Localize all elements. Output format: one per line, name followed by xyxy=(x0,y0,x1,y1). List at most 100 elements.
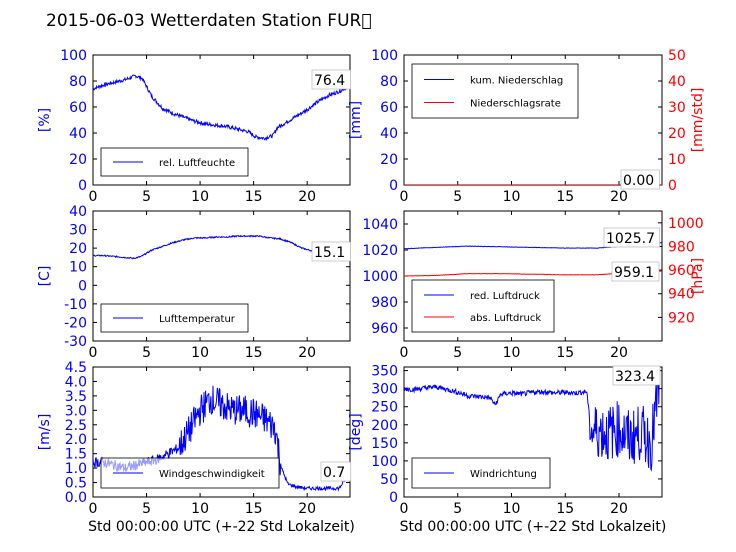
y-tick-label: 40 xyxy=(69,126,87,142)
series-line-1 xyxy=(93,234,346,260)
y-tick-label: 40 xyxy=(380,126,398,142)
value-annotation-box xyxy=(620,169,660,190)
x-tick-label: 5 xyxy=(142,189,151,205)
y-tick-right-label: 40 xyxy=(668,74,686,90)
panel-humidity: 0 5 10 15 20 0 20 40 60 80 100 [%] rel. Luftfeuchte 7… xyxy=(37,48,351,205)
y-tick-label: 200 xyxy=(371,418,398,434)
y-tick-label: 100 xyxy=(371,48,398,64)
y-tick-label: 1.0 xyxy=(65,461,87,477)
y-tick-label: 30 xyxy=(69,223,87,239)
panel-precipitation: 0 5 10 15 20 0 20 40 60 80 100 0 10 20 30 40 50 [mm] [mm/s… xyxy=(348,48,706,205)
value-annotation: 323.4 xyxy=(615,369,655,385)
value-annotation-box xyxy=(320,461,352,482)
y-tick-label: 80 xyxy=(380,74,398,90)
y-tick-label: 100 xyxy=(371,454,398,470)
legend-label: Windrichtung xyxy=(470,469,537,480)
x-tick-label: 0 xyxy=(400,501,409,517)
y-tick-right-label: 960 xyxy=(668,263,695,279)
x-tick-label: 10 xyxy=(503,345,521,361)
y-tick-label: 10 xyxy=(69,260,87,276)
series-group xyxy=(93,234,346,260)
y-tick-label: 100 xyxy=(60,48,87,64)
y-tick-label: 2.0 xyxy=(65,432,87,448)
y-axis-label: [deg] xyxy=(348,413,364,450)
legend-box xyxy=(411,63,579,119)
x-tick-label: 0 xyxy=(89,501,98,517)
x-tick-label: 0 xyxy=(400,345,409,361)
x-tick-label: 20 xyxy=(610,189,628,205)
legend-label: Windgeschwindigkeit xyxy=(159,469,265,480)
value-annotation: 959.1 xyxy=(614,265,654,281)
y-tick-label: 0 xyxy=(389,490,398,506)
panel-temperature: 0 5 10 15 20 -30 -20 -10 0 10 20 30 40 [C] Lufttempera… xyxy=(37,204,351,361)
x-tick-label: 10 xyxy=(191,189,209,205)
y-tick-label: 20 xyxy=(69,152,87,168)
y-tick-label: 3.0 xyxy=(65,403,87,419)
value-annotation-box xyxy=(311,241,351,262)
y-axis-label: [m/s] xyxy=(37,414,53,451)
x-tick-label: 5 xyxy=(453,501,462,517)
y-tick-right-label: 20 xyxy=(668,126,686,142)
series-line-1 xyxy=(404,370,660,472)
series-line-1 xyxy=(93,74,349,142)
y-tick-label: 4.5 xyxy=(65,360,87,376)
y-tick-label: 1020 xyxy=(362,243,398,259)
y-tick-label: 3.5 xyxy=(65,389,87,405)
x-tick-label: 5 xyxy=(142,501,151,517)
figure-title: 2015-06-03 Wetterdaten Station FUR  xyxy=(46,11,372,31)
value-annotation: 0.00 xyxy=(623,173,654,189)
x-tick-label: 15 xyxy=(556,345,574,361)
x-tick-label: 20 xyxy=(298,345,316,361)
x-tick-label: 10 xyxy=(191,501,209,517)
y-tick-label: 0.0 xyxy=(65,490,87,506)
y-tick-label: 0 xyxy=(78,178,87,194)
x-tick-label: 0 xyxy=(89,189,98,205)
x-tick-label: 20 xyxy=(610,345,628,361)
y-axis-label: [mm] xyxy=(348,101,364,139)
legend-label: abs. Luftdruck xyxy=(470,313,541,324)
y-tick-label: 960 xyxy=(371,321,398,337)
x-tick-label: 20 xyxy=(298,501,316,517)
value-annotation-box xyxy=(612,365,661,386)
panel-pressure: 0 5 10 15 20 960 980 1000 1020 1040 920 940 960 980 10… xyxy=(362,210,706,361)
y-tick-label: 1000 xyxy=(362,269,398,285)
y-tick-label: 20 xyxy=(69,241,87,257)
y-tick-right-label: 940 xyxy=(668,287,695,303)
x-tick-label: 0 xyxy=(89,345,98,361)
legend-label: rel. Luftfeuchte xyxy=(159,158,235,169)
legend-label: Niederschlagsrate xyxy=(470,99,561,110)
y-tick-label: 1.5 xyxy=(65,447,87,463)
y-tick-label: 0 xyxy=(389,178,398,194)
x-tick-label: 15 xyxy=(245,189,263,205)
value-annotation: 76.4 xyxy=(314,73,345,89)
y-tick-right-label: 0 xyxy=(668,178,677,194)
x-tick-label: 5 xyxy=(453,345,462,361)
y-tick-label: 50 xyxy=(380,472,398,488)
x-tick-label: 20 xyxy=(610,501,628,517)
panel-wind-speed: 0 5 10 15 20 0.00.51.01.52.02.53.03.54.04.5 [m… xyxy=(37,360,355,535)
y-tick-label: 0 xyxy=(78,278,87,294)
y-tick-right-label: 30 xyxy=(668,100,686,116)
x-axis-label: Std 00:00:00 UTC (+-22 Std Lokalzeit) xyxy=(88,519,355,535)
x-tick-label: 15 xyxy=(245,501,263,517)
y-axis-label: [%] xyxy=(37,108,53,132)
x-tick-label: 20 xyxy=(298,189,316,205)
y-tick-label: 80 xyxy=(69,74,87,90)
x-tick-label: 15 xyxy=(556,501,574,517)
y-axis-right-label: [mm/std] xyxy=(690,88,706,153)
y-tick-label: 2.5 xyxy=(65,418,87,434)
y-tick-right-label: 1000 xyxy=(668,216,704,232)
x-axis-label: Std 00:00:00 UTC (+-22 Std Lokalzeit) xyxy=(400,519,667,535)
y-tick-label: 4.0 xyxy=(65,374,87,390)
series-group xyxy=(404,370,660,472)
y-axis-right-label: [hPa] xyxy=(690,258,706,294)
y-tick-right-label: 920 xyxy=(668,310,695,326)
y-tick-label: 350 xyxy=(371,364,398,380)
y-tick-right-label: 980 xyxy=(668,239,695,255)
y-tick-label: 980 xyxy=(371,295,398,311)
legend-box xyxy=(100,147,249,177)
y-tick-label: 60 xyxy=(380,100,398,116)
x-tick-label: 10 xyxy=(503,501,521,517)
y-tick-label: 150 xyxy=(371,436,398,452)
